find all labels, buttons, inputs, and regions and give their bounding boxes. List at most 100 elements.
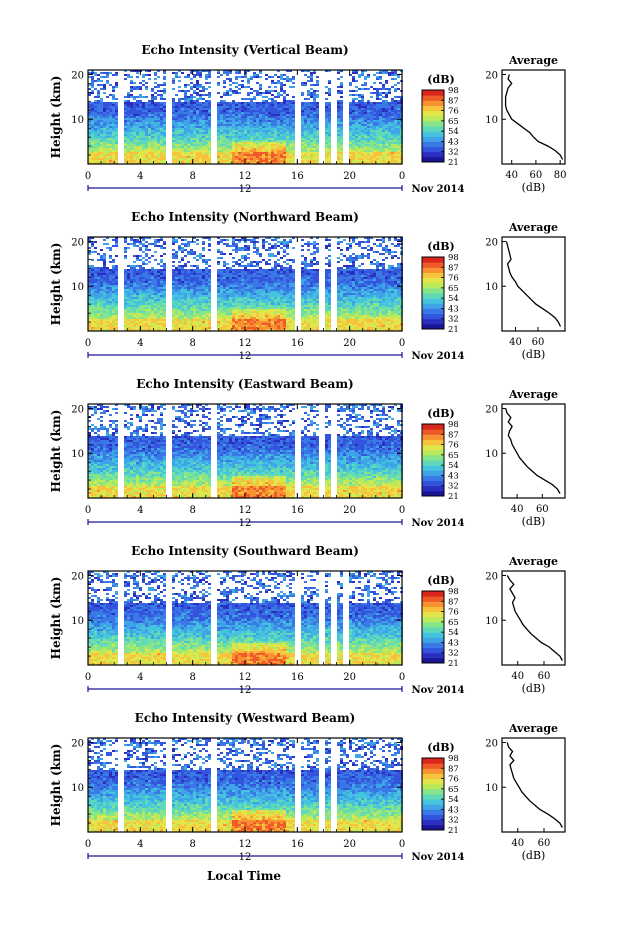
heatmap-cell [337,110,340,112]
heatmap-cell [286,152,289,154]
heatmap-cell [340,102,343,104]
heatmap-cell [196,297,199,299]
heatmap-cell [136,297,139,299]
heatmap-cell [379,148,382,150]
heatmap-cell [112,146,115,148]
heatmap-cell [199,303,202,305]
heatmap-cell [313,92,316,94]
heatmap-cell [196,138,199,140]
heatmap-cell [172,239,175,241]
heatmap-cell [358,132,361,134]
heatmap-cell [370,152,373,154]
heatmap-cell [142,158,145,160]
heatmap-cell [364,124,367,126]
heatmap-cell [106,281,109,283]
heatmap-cell [220,152,223,154]
heatmap-cell [286,76,289,78]
heatmap-cell [376,140,379,142]
heatmap-cell [115,281,118,283]
heatmap-cell [283,146,286,148]
heatmap-cell [397,148,400,150]
heatmap-cell [184,281,187,283]
heatmap-cell [172,269,175,271]
heatmap-cell [136,239,139,241]
heatmap-cell [148,148,151,150]
heatmap-cell [178,321,181,323]
heatmap-cell [172,128,175,130]
heatmap-cell [151,116,154,118]
heatmap-cell [142,132,145,134]
x-tick-label: 20 [343,171,356,182]
heatmap-cell [265,138,268,140]
heatmap-cell [247,94,250,96]
heatmap-cell [286,148,289,150]
heatmap-cell [382,130,385,132]
heatmap-cell [172,327,175,329]
heatmap-cell [163,321,166,323]
heatmap-cell [94,146,97,148]
heatmap-cell [310,132,313,134]
heatmap-cell [181,130,184,132]
heatmap-cell [373,158,376,160]
heatmap-cell [226,108,229,110]
heatmap-cell [226,140,229,142]
heatmap-cell [250,78,253,80]
heatmap-cell [385,120,388,122]
heatmap-cell [355,128,358,130]
heatmap-cell [136,148,139,150]
heatmap-cell [364,114,367,116]
heatmap-cell [226,154,229,156]
heatmap-cell [139,291,142,293]
heatmap-cell [154,96,157,98]
heatmap-cell [364,130,367,132]
heatmap-cell [259,156,262,158]
heatmap-cell [127,94,130,96]
heatmap-cell [361,126,364,128]
heatmap-cell [262,104,265,106]
heatmap-cell [109,132,112,134]
heatmap-cell [97,287,100,289]
heatmap-cell [163,319,166,321]
heatmap-cell [133,114,136,116]
heatmap-cell [355,150,358,152]
heatmap-cell [310,72,313,74]
heatmap-cell [151,146,154,148]
colorbar-swatch [422,141,444,147]
heatmap-cell [229,94,232,96]
heatmap-cell [262,142,265,144]
heatmap-cell [100,146,103,148]
heatmap-cell [301,82,304,84]
heatmap-cell [154,279,157,281]
heatmap-cell [241,86,244,88]
heatmap-cell [238,134,241,136]
heatmap-cell [265,78,268,80]
heatmap-cell [190,114,193,116]
heatmap-cell [148,261,151,263]
heatmap-cell [388,158,391,160]
heatmap-cell [181,106,184,108]
heatmap-cell [160,150,163,152]
heatmap-cell [292,104,295,106]
heatmap-cell [205,130,208,132]
heatmap-cell [355,154,358,156]
heatmap-cell [184,154,187,156]
heatmap-cell [115,299,118,301]
heatmap-cell [328,120,331,122]
heatmap-cell [106,289,109,291]
heatmap-cell [112,275,115,277]
heatmap-cell [232,110,235,112]
heatmap-cell [235,120,238,122]
heatmap-cell [349,148,352,150]
heatmap-cell [217,295,220,297]
heatmap-cell [259,122,262,124]
heatmap-cell [172,154,175,156]
heatmap-cell [109,287,112,289]
heatmap-cell [103,293,106,295]
heatmap-cell [361,142,364,144]
heatmap-cell [385,130,388,132]
heatmap-cell [205,319,208,321]
heatmap-cell [148,152,151,154]
heatmap-cell [238,158,241,160]
heatmap-cell [259,134,262,136]
heatmap-cell [136,291,139,293]
